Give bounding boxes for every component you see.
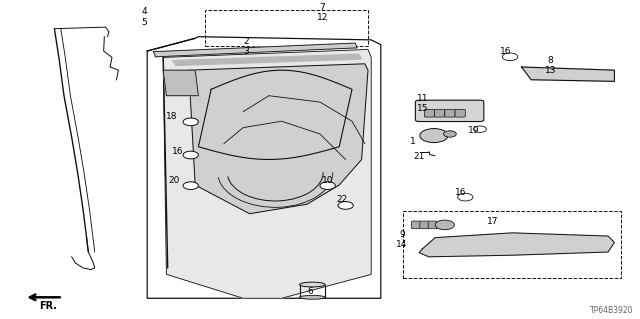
Text: 16: 16 <box>172 147 184 156</box>
Text: 21: 21 <box>413 152 425 161</box>
Text: 22: 22 <box>337 195 348 204</box>
Text: 13: 13 <box>545 66 556 75</box>
Text: 5: 5 <box>141 18 147 27</box>
Circle shape <box>320 182 335 189</box>
FancyBboxPatch shape <box>424 109 435 117</box>
Text: 4: 4 <box>141 7 147 16</box>
Text: 20: 20 <box>168 176 180 185</box>
Text: 7: 7 <box>320 4 325 12</box>
FancyBboxPatch shape <box>412 221 420 229</box>
Polygon shape <box>522 67 614 81</box>
FancyBboxPatch shape <box>455 109 465 117</box>
Circle shape <box>338 202 353 209</box>
Polygon shape <box>163 49 371 298</box>
FancyBboxPatch shape <box>428 221 437 229</box>
Polygon shape <box>163 70 198 96</box>
Ellipse shape <box>300 282 325 287</box>
Text: 12: 12 <box>317 13 328 22</box>
FancyBboxPatch shape <box>435 109 445 117</box>
Circle shape <box>435 220 454 230</box>
FancyBboxPatch shape <box>415 100 484 122</box>
Ellipse shape <box>300 295 325 299</box>
Bar <box>403 211 621 278</box>
Text: 19: 19 <box>468 126 479 135</box>
Circle shape <box>474 126 486 132</box>
Polygon shape <box>189 64 368 214</box>
Text: 1: 1 <box>410 137 415 146</box>
Text: 6: 6 <box>308 287 313 296</box>
Polygon shape <box>419 233 614 257</box>
Text: 14: 14 <box>396 240 408 249</box>
Circle shape <box>420 129 448 143</box>
Text: 18: 18 <box>166 112 177 121</box>
Text: 3: 3 <box>244 47 249 56</box>
Text: 9: 9 <box>399 230 404 239</box>
Text: 2: 2 <box>244 37 249 46</box>
Polygon shape <box>173 54 362 65</box>
Circle shape <box>183 151 198 159</box>
Text: 16: 16 <box>455 189 467 197</box>
Circle shape <box>183 118 198 126</box>
Circle shape <box>502 53 518 61</box>
FancyBboxPatch shape <box>420 221 429 229</box>
Text: 11: 11 <box>417 94 428 103</box>
Text: 15: 15 <box>417 104 428 113</box>
Circle shape <box>444 131 456 137</box>
Circle shape <box>183 182 198 189</box>
Polygon shape <box>147 37 381 298</box>
Text: 17: 17 <box>487 217 499 226</box>
Text: 10: 10 <box>322 176 333 185</box>
Text: FR.: FR. <box>39 301 57 311</box>
Polygon shape <box>154 43 357 57</box>
Bar <box>205 10 368 46</box>
Text: 16: 16 <box>500 47 511 56</box>
FancyBboxPatch shape <box>445 109 455 117</box>
Text: 8: 8 <box>548 56 553 65</box>
Text: TP64B3920: TP64B3920 <box>590 306 634 315</box>
Circle shape <box>458 193 473 201</box>
